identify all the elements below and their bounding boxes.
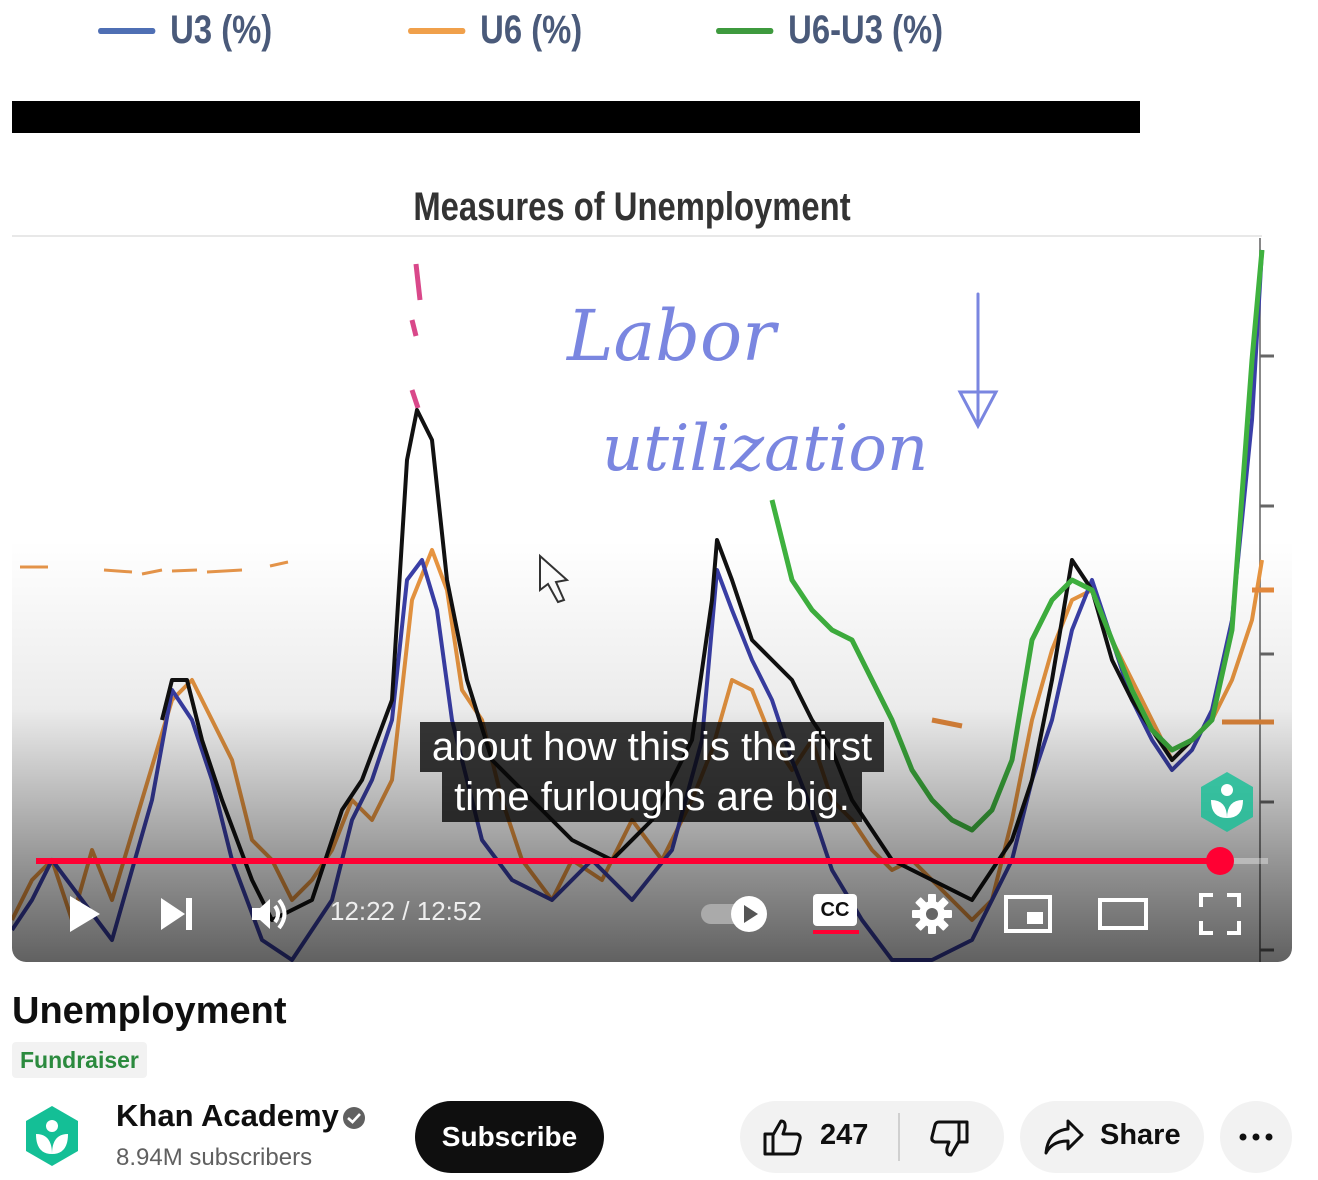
next-button[interactable] <box>152 888 200 940</box>
legend-item-u3: U3 (%) <box>98 8 272 53</box>
chart-title: Measures of Unemployment <box>413 184 850 229</box>
thumbs-down-icon <box>930 1120 969 1157</box>
more-dots-icon <box>1239 1133 1273 1141</box>
play-icon <box>70 896 100 932</box>
cc-icon: CC <box>813 894 859 934</box>
legend-swatch-u6 <box>408 27 466 34</box>
volume-button[interactable] <box>246 888 294 940</box>
khan-watermark-icon[interactable] <box>1198 770 1256 834</box>
chart-legend: U3 (%) U6 (%) U6-U3 (%) <box>0 0 1318 70</box>
video-title: Unemployment <box>12 990 287 1032</box>
dislike-button[interactable] <box>900 1101 1004 1173</box>
video-frame: Measures of Unemployment Labor utilizati… <box>12 184 1274 962</box>
progress-scrubber[interactable] <box>1205 847 1234 875</box>
caption-line-1: about how this is the first <box>419 722 885 772</box>
miniplayer-icon <box>1004 895 1052 933</box>
progress-played <box>36 858 1220 864</box>
settings-button[interactable] <box>908 888 956 940</box>
cc-active-underline <box>813 930 859 934</box>
cc-button[interactable]: CC <box>812 888 860 940</box>
progress-bar[interactable] <box>36 847 1268 875</box>
legend-swatch-u6-u3 <box>716 27 774 34</box>
more-actions-button[interactable] <box>1220 1101 1292 1173</box>
series-line-total <box>160 408 1214 922</box>
like-button[interactable]: 247 <box>740 1101 898 1173</box>
frame-mouse-cursor <box>539 553 570 604</box>
subscriber-count: 8.94M subscribers <box>116 1144 313 1171</box>
handwritten-annotation: Labor utilization <box>565 292 999 486</box>
legend-label-u6-u3: U6-U3 (%) <box>788 8 944 52</box>
autoplay-toggle-icon <box>701 896 767 932</box>
share-button[interactable]: Share <box>1020 1101 1204 1173</box>
miniplayer-button[interactable] <box>1002 888 1054 940</box>
legend-item-u6-u3: U6-U3 (%) <box>716 8 943 53</box>
handwriting-line-2: utilization <box>602 412 928 486</box>
legend-item-u6: U6 (%) <box>408 8 582 53</box>
handwriting-line-1: Labor <box>565 295 779 377</box>
like-count: 247 <box>820 1119 869 1151</box>
subscribe-button[interactable]: Subscribe <box>415 1101 604 1173</box>
channel-name[interactable]: Khan Academy <box>116 1098 339 1133</box>
channel-avatar[interactable] <box>24 1104 80 1168</box>
next-icon <box>161 898 192 930</box>
share-label: Share <box>1100 1119 1181 1151</box>
like-dislike-bar: 247 <box>740 1101 1004 1173</box>
legend-swatch-u3 <box>98 27 156 34</box>
fullscreen-icon <box>1199 893 1241 935</box>
settings-gear-icon <box>912 894 952 934</box>
handwritten-down-arrow <box>957 292 999 430</box>
time-display: 12:22 / 12:52 <box>330 896 482 926</box>
caption-line-2: time furloughs are big. <box>442 772 862 822</box>
fullscreen-button[interactable] <box>1196 888 1244 940</box>
dashed-orange-line <box>20 560 289 576</box>
theater-mode-icon <box>1098 898 1148 930</box>
share-arrow-icon <box>1044 1119 1084 1155</box>
cc-label: CC <box>813 894 857 926</box>
play-button[interactable] <box>60 888 108 940</box>
legend-label-u6: U6 (%) <box>480 8 583 52</box>
like-divider <box>898 1113 900 1161</box>
caption-overlay: about how this is the first time furloug… <box>12 722 1292 822</box>
fundraiser-badge[interactable]: Fundraiser <box>12 1042 147 1078</box>
thumbs-up-icon <box>763 1119 802 1156</box>
verified-check-icon <box>343 1107 365 1129</box>
video-player[interactable]: Measures of Unemployment Labor utilizati… <box>12 160 1292 962</box>
theater-mode-button[interactable] <box>1096 888 1150 940</box>
black-bar <box>12 101 1140 133</box>
volume-icon <box>252 898 287 930</box>
handwritten-pink-marks <box>409 263 423 409</box>
legend-label-u3: U3 (%) <box>170 8 273 52</box>
autoplay-toggle[interactable] <box>698 888 772 940</box>
